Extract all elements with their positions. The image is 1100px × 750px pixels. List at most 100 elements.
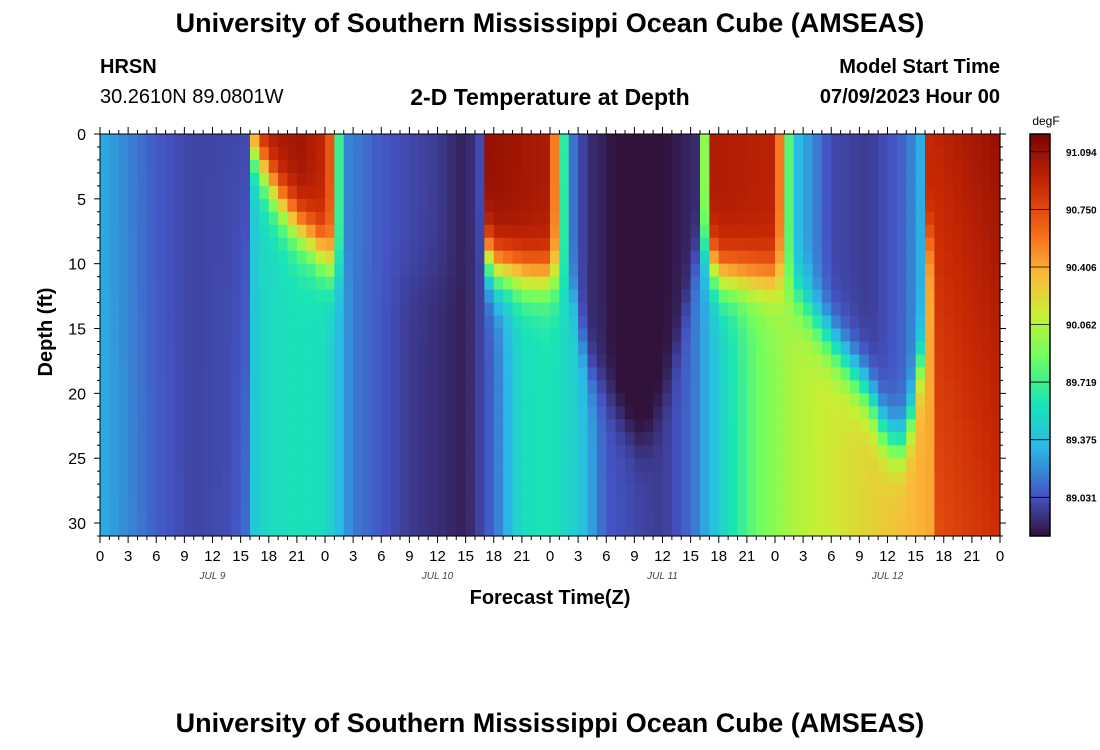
- heatmap-cell: [943, 380, 954, 394]
- heatmap-cell: [109, 211, 120, 226]
- heatmap-cell: [184, 315, 195, 330]
- heatmap-cell: [662, 393, 673, 407]
- heatmap-cell: [859, 302, 870, 317]
- heatmap-cell: [821, 497, 832, 511]
- heatmap-cell: [240, 432, 251, 446]
- heatmap-cell: [334, 146, 345, 161]
- heatmap-cell: [746, 198, 757, 213]
- heatmap-cell: [137, 406, 148, 420]
- heatmap-cell: [643, 134, 654, 148]
- heatmap-cell: [250, 198, 260, 213]
- heatmap-cell: [962, 134, 973, 148]
- heatmap-cell: [512, 159, 523, 174]
- heatmap-cell: [615, 172, 626, 187]
- heatmap-cell: [231, 432, 242, 446]
- heatmap-cell: [315, 237, 326, 252]
- heatmap-cell: [953, 289, 964, 304]
- heatmap-cell: [353, 172, 364, 187]
- heatmap-cell: [250, 393, 260, 407]
- heatmap-cell: [868, 523, 879, 537]
- x-tick-label: 9: [405, 548, 413, 565]
- heatmap-cell: [896, 159, 907, 174]
- heatmap-cell: [831, 419, 842, 433]
- heatmap-cell: [812, 276, 823, 291]
- heatmap-cell: [118, 224, 129, 239]
- heatmap-cell: [128, 185, 139, 200]
- heatmap-cell: [671, 471, 682, 485]
- heatmap-cell: [915, 185, 926, 200]
- heatmap-cell: [671, 224, 682, 239]
- heatmap-cell: [353, 159, 364, 174]
- heatmap-cell: [390, 406, 401, 420]
- heatmap-cell: [409, 159, 420, 174]
- heatmap-cell: [821, 484, 832, 498]
- heatmap-cell: [296, 302, 307, 317]
- heatmap-cell: [606, 458, 617, 472]
- heatmap-cell: [118, 510, 129, 524]
- heatmap-cell: [493, 406, 504, 420]
- heatmap-cell: [503, 276, 514, 291]
- heatmap-cell: [531, 237, 542, 252]
- heatmap-cell: [315, 250, 326, 265]
- heatmap-cell: [446, 276, 457, 291]
- heatmap-cell: [962, 380, 973, 394]
- heatmap-cell: [821, 328, 832, 343]
- heatmap-cell: [475, 276, 485, 291]
- heatmap-cell: [165, 237, 176, 252]
- heatmap-cell: [971, 237, 982, 252]
- heatmap-cell: [812, 198, 823, 213]
- heatmap-cell: [390, 237, 401, 252]
- heatmap-cell: [456, 302, 467, 317]
- heatmap-cell: [259, 276, 270, 291]
- heatmap-cell: [484, 237, 495, 252]
- heatmap-cell: [371, 497, 382, 511]
- heatmap-cell: [887, 380, 898, 394]
- heatmap-cell: [606, 289, 617, 304]
- heatmap-cell: [371, 510, 382, 524]
- heatmap-cell: [446, 159, 457, 174]
- heatmap-cell: [400, 354, 410, 369]
- heatmap-cell: [812, 445, 823, 459]
- heatmap-cell: [437, 471, 448, 485]
- heatmap-cell: [784, 458, 795, 472]
- heatmap-cell: [465, 484, 476, 498]
- heatmap-cell: [653, 146, 664, 161]
- heatmap-cell: [793, 510, 804, 524]
- heatmap-cell: [990, 445, 1001, 459]
- heatmap-cell: [868, 134, 879, 148]
- heatmap-cell: [231, 328, 242, 343]
- heatmap-cell: [662, 523, 673, 537]
- heatmap-cell: [540, 224, 551, 239]
- heatmap-cell: [137, 237, 148, 252]
- heatmap-cell: [390, 224, 401, 239]
- heatmap-cell: [465, 354, 476, 369]
- heatmap-cell: [812, 367, 823, 381]
- heatmap-cell: [962, 445, 973, 459]
- heatmap-cell: [475, 263, 485, 278]
- heatmap-cell: [175, 510, 185, 524]
- heatmap-cell: [868, 224, 879, 239]
- heatmap-cell: [296, 328, 307, 343]
- heatmap-cell: [296, 341, 307, 356]
- heatmap-cell: [484, 367, 495, 381]
- heatmap-cell: [756, 354, 767, 369]
- heatmap-cell: [400, 289, 410, 304]
- heatmap-cell: [868, 445, 879, 459]
- heatmap-cell: [156, 263, 167, 278]
- heatmap-cell: [943, 237, 954, 252]
- heatmap-cell: [287, 250, 298, 265]
- heatmap-cell: [306, 211, 317, 226]
- heatmap-cell: [737, 471, 748, 485]
- heatmap-cell: [568, 211, 579, 226]
- heatmap-cell: [868, 354, 879, 369]
- heatmap-cell: [240, 134, 251, 148]
- heatmap-cell: [831, 367, 842, 381]
- heatmap-cell: [681, 185, 692, 200]
- heatmap-cell: [465, 406, 476, 420]
- heatmap-cell: [587, 276, 598, 291]
- heatmap-cell: [793, 419, 804, 433]
- heatmap-cell: [587, 185, 598, 200]
- heatmap-cell: [671, 198, 682, 213]
- heatmap-cell: [484, 445, 495, 459]
- heatmap-cell: [700, 510, 710, 524]
